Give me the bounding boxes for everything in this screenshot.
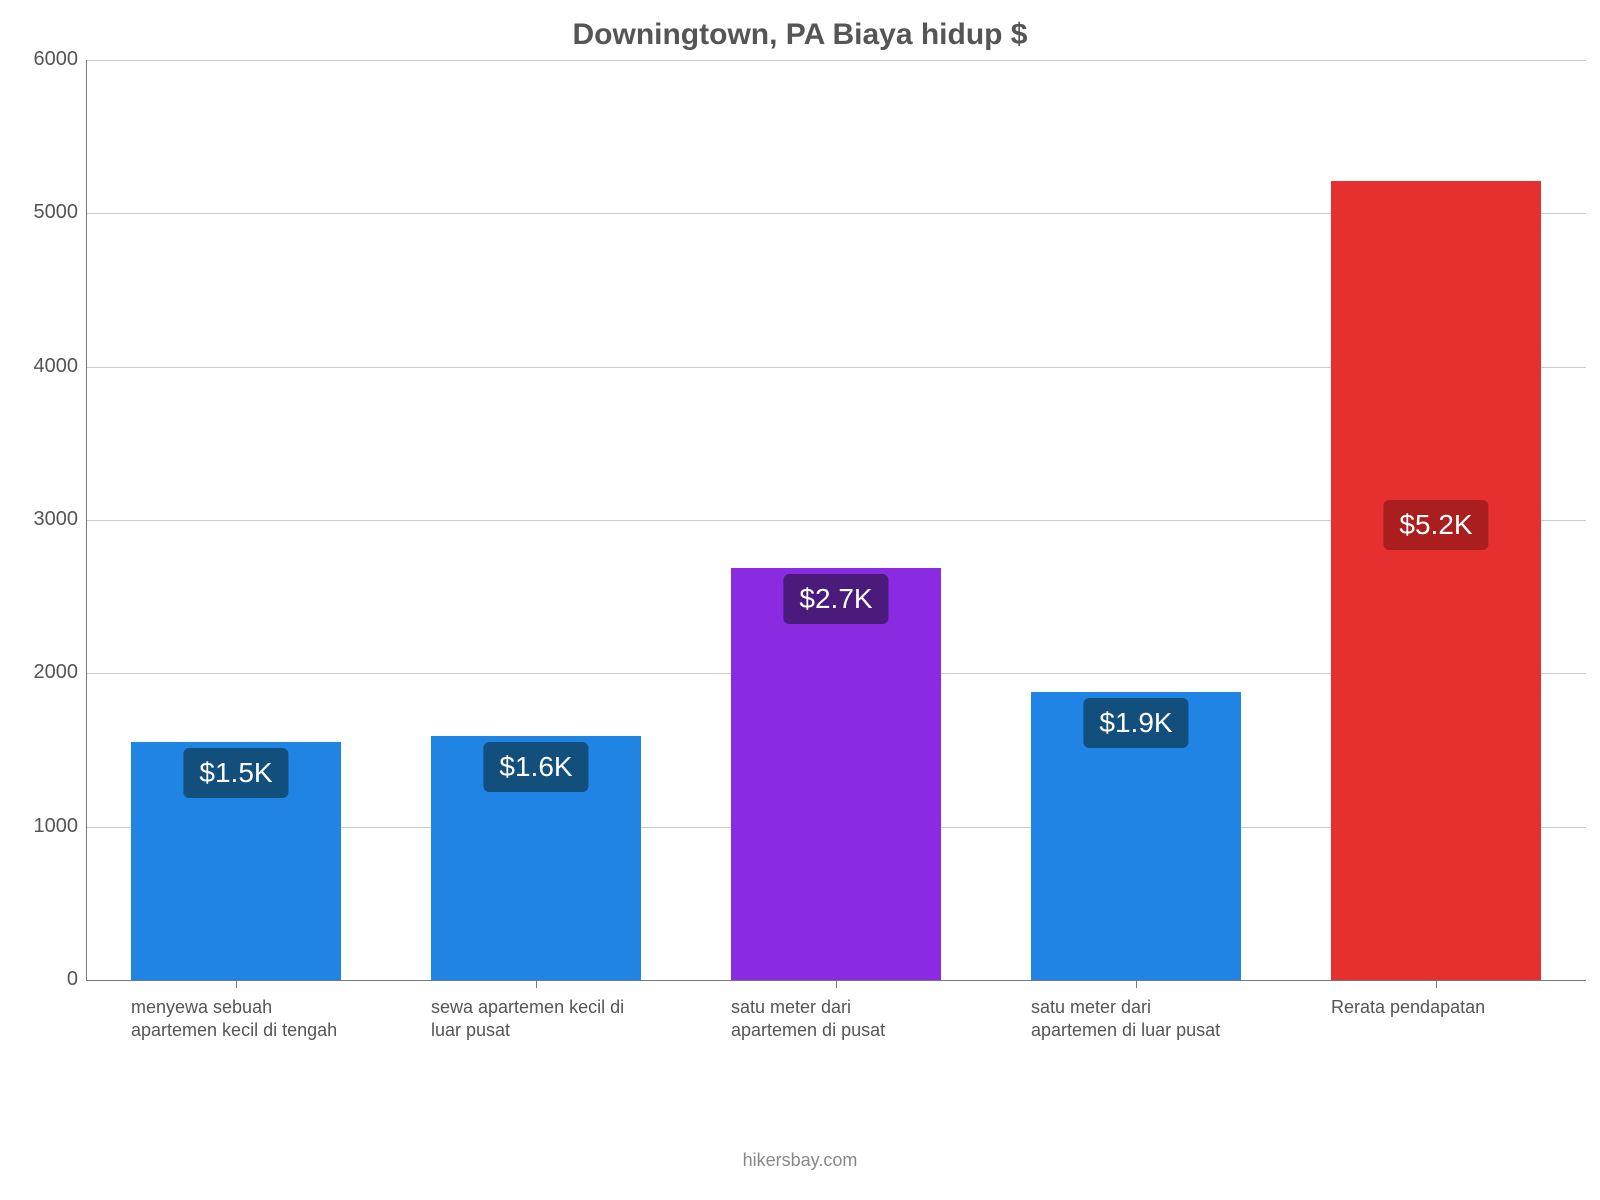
gridline — [86, 60, 1586, 61]
x-tick — [1436, 980, 1437, 988]
x-tick — [236, 980, 237, 988]
bar-value-label: $1.9K — [1083, 698, 1188, 748]
y-tick-label: 1000 — [8, 815, 78, 838]
cost-of-living-bar-chart: Downingtown, PA Biaya hidup $ 0100020003… — [0, 0, 1600, 1200]
bar-value-label: $1.6K — [483, 742, 588, 792]
plot-area: 0100020003000400050006000$1.5Kmenyewa se… — [86, 60, 1586, 980]
y-axis-line — [86, 60, 87, 980]
bar — [1331, 181, 1541, 980]
y-tick-label: 6000 — [8, 48, 78, 71]
x-tick-label: satu meter dari apartemen di luar pusat — [1031, 996, 1241, 1042]
bar-value-label: $1.5K — [183, 748, 288, 798]
y-tick-label: 5000 — [8, 201, 78, 224]
y-tick-label: 2000 — [8, 661, 78, 684]
x-tick — [836, 980, 837, 988]
x-tick — [536, 980, 537, 988]
x-tick-label: satu meter dari apartemen di pusat — [731, 996, 941, 1042]
x-tick — [1136, 980, 1137, 988]
x-tick-label: menyewa sebuah apartemen kecil di tengah — [131, 996, 341, 1042]
bar-value-label: $2.7K — [783, 574, 888, 624]
bar-value-label: $5.2K — [1383, 500, 1488, 550]
y-tick-label: 4000 — [8, 355, 78, 378]
x-tick-label: sewa apartemen kecil di luar pusat — [431, 996, 641, 1042]
y-tick-label: 3000 — [8, 508, 78, 531]
x-tick-label: Rerata pendapatan — [1331, 996, 1541, 1019]
y-tick-label: 0 — [8, 968, 78, 991]
chart-title: Downingtown, PA Biaya hidup $ — [0, 18, 1600, 52]
bar — [731, 568, 941, 980]
chart-attribution: hikersbay.com — [0, 1150, 1600, 1171]
